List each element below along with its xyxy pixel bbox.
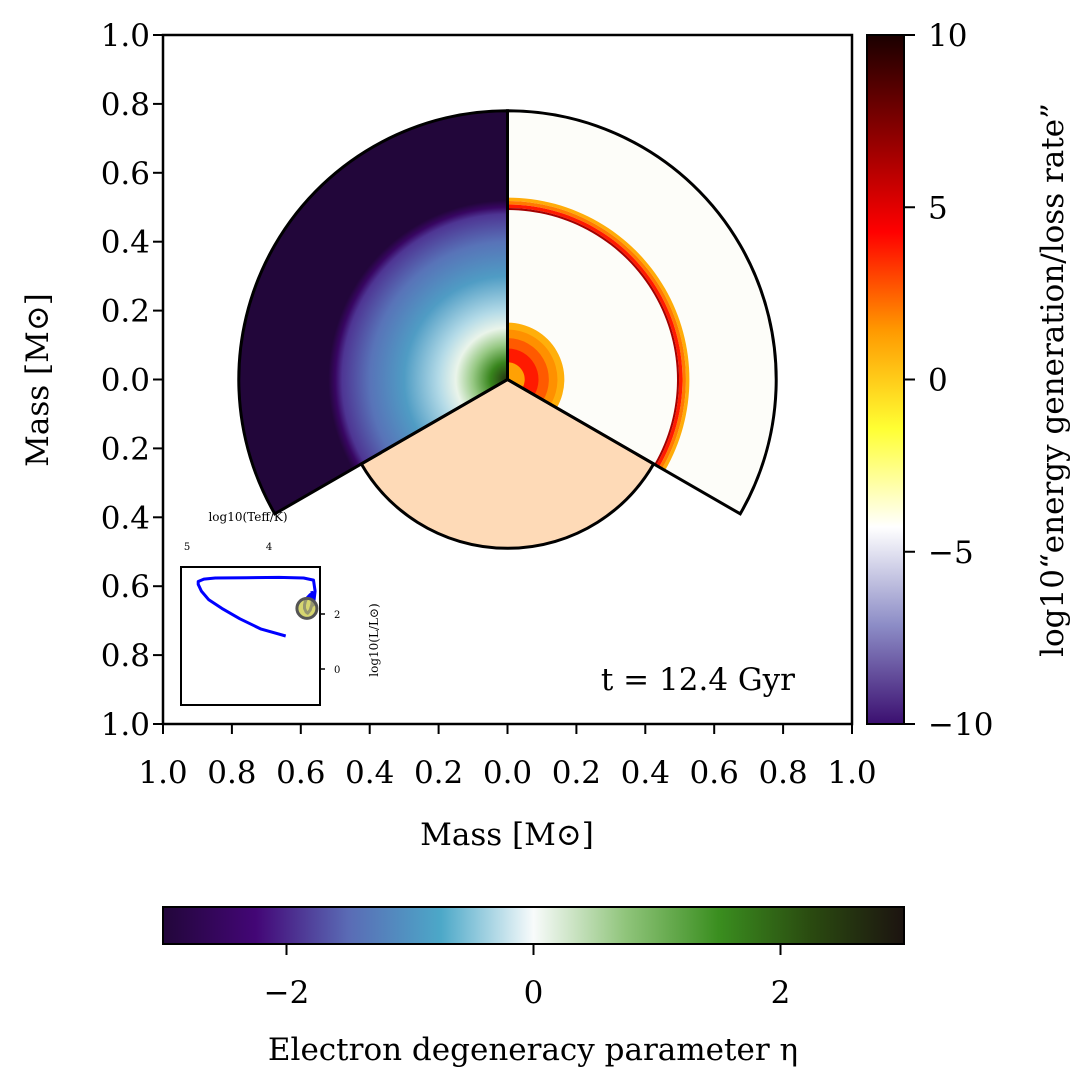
energy-colorbar-tick-label: 10: [928, 18, 967, 54]
y-tick-label: 1.0: [101, 707, 150, 743]
x-tick-label: 0.8: [207, 755, 256, 791]
energy-sector-outline: [506, 109, 778, 516]
x-axis-label: Mass [M⊙]: [420, 817, 594, 853]
x-tick-label: 1.0: [827, 755, 876, 791]
energy-colorbar-fill: [866, 34, 905, 725]
energy-colorbar-tick-label: −5: [928, 535, 974, 571]
eta-colorbar-tick-label: 2: [771, 975, 791, 1011]
x-tick-label: 0.6: [276, 755, 325, 791]
energy-colorbar-tick-label: 5: [928, 190, 948, 226]
eta-colorbar-ticks: −2 0 2: [264, 944, 791, 1011]
stellar-pie: [237, 109, 778, 550]
y-tick-label: 0.4: [101, 500, 150, 536]
x-tick-label: 1.0: [138, 755, 187, 791]
eta-sector-outline: [237, 109, 509, 516]
y-tick-label: 0.2: [101, 431, 150, 467]
x-tick-label: 0.2: [552, 755, 601, 791]
y-axis-label: Mass [M⊙]: [20, 293, 56, 467]
eta-colorbar-tick-label: 0: [524, 975, 544, 1011]
y-tick-label: 0.2: [101, 294, 150, 330]
x-tick-label: 0.2: [414, 755, 463, 791]
inset-y-label: log10(L/L⊙): [367, 603, 381, 676]
composition-sector-outline: [359, 377, 656, 550]
hr-inset: log10(Teff/K) 5 4 2 0 log10(L/L⊙): [180, 510, 381, 706]
y-axis-ticks: 1.0 0.8 0.6 0.4 0.2 0.0 0.2 0.4 0.6 0.8 1.0: [101, 18, 163, 743]
inset-x-tick-5: 5: [184, 542, 190, 553]
x-tick-label: 0.8: [758, 755, 807, 791]
x-tick-label: 0.0: [483, 755, 532, 791]
inset-x-label: log10(Teff/K): [208, 510, 287, 524]
main-axes: 1.0 0.8 0.6 0.4 0.2 0.0 0.2 0.4 0.6 0.8 1.0 1.0 0.8…: [20, 18, 877, 853]
energy-colorbar-tick-label: 0: [928, 363, 948, 399]
inset-y-tick-2: 2: [334, 610, 340, 621]
energy-colorbar-ticks: 10 5 0 −5 −10: [904, 18, 993, 743]
energy-colorbar-label: log10“energy generation/loss rate”: [1035, 103, 1071, 657]
hr-current-marker: [295, 596, 319, 620]
inset-x-tick-4: 4: [266, 542, 272, 553]
eta-colorbar: −2 0 2 Electron degeneracy parameter η: [162, 906, 905, 1068]
eta-colorbar-fill: [162, 906, 905, 945]
y-tick-label: 0.8: [101, 87, 150, 123]
energy-colorbar: 10 5 0 −5 −10 log10“energy generation/loss r…: [866, 18, 1071, 743]
y-tick-label: 0.0: [101, 363, 150, 399]
y-tick-label: 0.4: [101, 225, 150, 261]
inset-frame: [180, 566, 321, 706]
x-tick-label: 0.4: [345, 755, 394, 791]
y-tick-label: 1.0: [101, 18, 150, 54]
x-tick-label: 0.6: [690, 755, 739, 791]
y-tick-label: 0.6: [101, 569, 150, 605]
energy-colorbar-tick-label: −10: [928, 707, 993, 743]
eta-colorbar-tick-label: −2: [264, 975, 310, 1011]
time-annotation: t = 12.4 Gyr: [601, 662, 795, 698]
x-axis-ticks: 1.0 0.8 0.6 0.4 0.2 0.0 0.2 0.4 0.6 0.8 1.0: [138, 724, 877, 791]
y-tick-label: 0.8: [101, 638, 150, 674]
inset-y-tick-0: 0: [334, 665, 340, 676]
eta-colorbar-label: Electron degeneracy parameter η: [268, 1032, 798, 1068]
y-tick-label: 0.6: [101, 156, 150, 192]
x-tick-label: 0.4: [621, 755, 670, 791]
eta-sector: [238, 110, 508, 514]
